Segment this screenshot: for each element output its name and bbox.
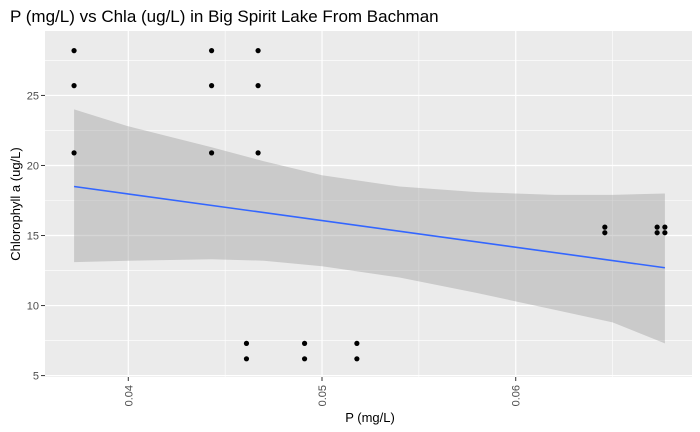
data-point [301,356,308,362]
data-point [602,230,608,236]
x-tick-label: 0.05 [317,385,329,406]
chart-title: P (mg/L) vs Chla (ug/L) in Big Spirit La… [10,7,439,26]
y-tick-label: 25 [27,90,39,102]
y-tick-label: 5 [33,371,39,383]
data-point [354,356,360,362]
trend-line-layer [73,185,665,269]
minor-gridlines [45,31,692,377]
y-tick-label: 15 [27,231,39,243]
x-tick-label: 0.04 [123,385,135,406]
data-point [654,230,660,236]
y-axis: 5 10 15 20 25 [27,90,45,383]
data-point [255,83,261,89]
data-point [255,150,261,156]
data-point [654,224,660,230]
data-point [662,230,668,236]
trend-line [73,185,665,269]
data-point [243,356,250,362]
data-point [71,48,77,54]
x-axis: 0.04 0.05 0.06 [123,377,523,406]
data-point [662,224,668,230]
plot-panel [45,31,692,377]
y-axis-title: Chlorophyll a (ug/L) [8,147,23,260]
data-point [208,150,215,156]
data-points [71,48,668,362]
data-point [602,224,608,230]
data-point [71,150,77,156]
data-point [208,83,215,89]
data-point [208,48,215,54]
data-point [255,48,261,54]
major-gridlines [45,31,692,377]
data-point [71,83,77,89]
y-tick-label: 20 [27,160,39,172]
data-point [354,340,360,346]
x-tick-label: 0.06 [511,385,523,406]
data-point [301,340,308,346]
x-axis-title: P (mg/L) [345,410,395,425]
y-tick-label: 10 [27,301,39,313]
data-point [243,340,250,346]
